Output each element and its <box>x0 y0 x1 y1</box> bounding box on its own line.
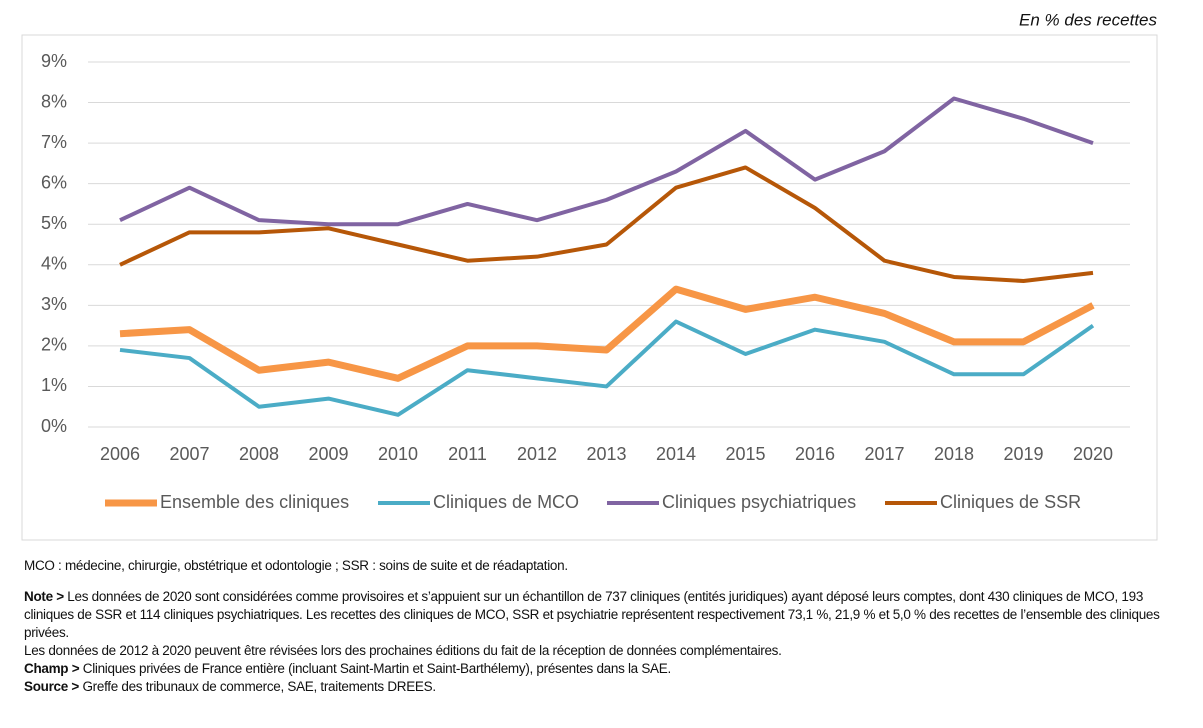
legend-label: Cliniques de MCO <box>433 492 579 512</box>
y-tick-label: 2% <box>41 335 67 355</box>
x-tick-label: 2020 <box>1073 444 1113 464</box>
y-tick-label: 7% <box>41 132 67 152</box>
note: Note > Les données de 2020 sont considér… <box>24 588 1164 642</box>
chart-frame <box>21 34 1158 541</box>
source-text: Greffe des tribunaux de commerce, SAE, t… <box>82 679 436 694</box>
source-label: Source > <box>24 679 80 694</box>
revision: Les données de 2012 à 2020 peuvent être … <box>24 643 782 658</box>
champ: Champ > Cliniques privées de France enti… <box>24 660 1164 678</box>
source: Source > Greffe des tribunaux de commerc… <box>24 678 1164 696</box>
note-text: Les données de 2020 sont considérées com… <box>24 589 1160 640</box>
series-line <box>119 285 1095 382</box>
chart: En % des recettes 0% 1% 2% 3% 4% 5% 6% 7% 8% 9% 20… <box>21 10 1158 541</box>
x-tick-label: 2009 <box>308 444 348 464</box>
chart-subtitle: En % des recettes <box>1019 10 1157 29</box>
y-tick-label: 5% <box>41 213 67 233</box>
x-tick-label: 2014 <box>656 444 696 464</box>
x-tick-label: 2018 <box>934 444 974 464</box>
x-tick-label: 2012 <box>517 444 557 464</box>
x-tick-label: 2008 <box>239 444 279 464</box>
x-tick-label: 2019 <box>1003 444 1043 464</box>
legend-label: Cliniques de SSR <box>940 492 1081 512</box>
y-tick-label: 0% <box>41 416 67 436</box>
x-tick-label: 2007 <box>169 444 209 464</box>
y-tick-label: 6% <box>41 172 67 192</box>
x-tick-label: 2010 <box>378 444 418 464</box>
y-tick-label: 3% <box>41 294 67 314</box>
y-tick-label: 1% <box>41 375 67 395</box>
notes: MCO : médecine, chirurgie, obstétrique e… <box>24 557 1164 696</box>
x-tick-label: 2011 <box>448 444 487 464</box>
legend-label: Ensemble des cliniques <box>160 492 349 512</box>
x-tick-label: 2016 <box>795 444 835 464</box>
y-tick-label: 9% <box>41 51 67 71</box>
x-tick-label: 2015 <box>725 444 765 464</box>
y-tick-label: 4% <box>41 254 67 274</box>
note-label: Note > <box>24 589 64 604</box>
series-line <box>119 319 1095 417</box>
series-line <box>119 165 1094 283</box>
champ-label: Champ > <box>24 661 80 676</box>
x-tick-label: 2013 <box>586 444 626 464</box>
y-tick-label: 8% <box>41 91 67 111</box>
series-line <box>119 96 1094 227</box>
x-tick-label: 2017 <box>864 444 904 464</box>
legend-label: Cliniques psychiatriques <box>662 492 856 512</box>
abbreviations: MCO : médecine, chirurgie, obstétrique e… <box>24 558 568 573</box>
champ-text: Cliniques privées de France entière (inc… <box>82 661 671 676</box>
x-tick-label: 2006 <box>100 444 140 464</box>
